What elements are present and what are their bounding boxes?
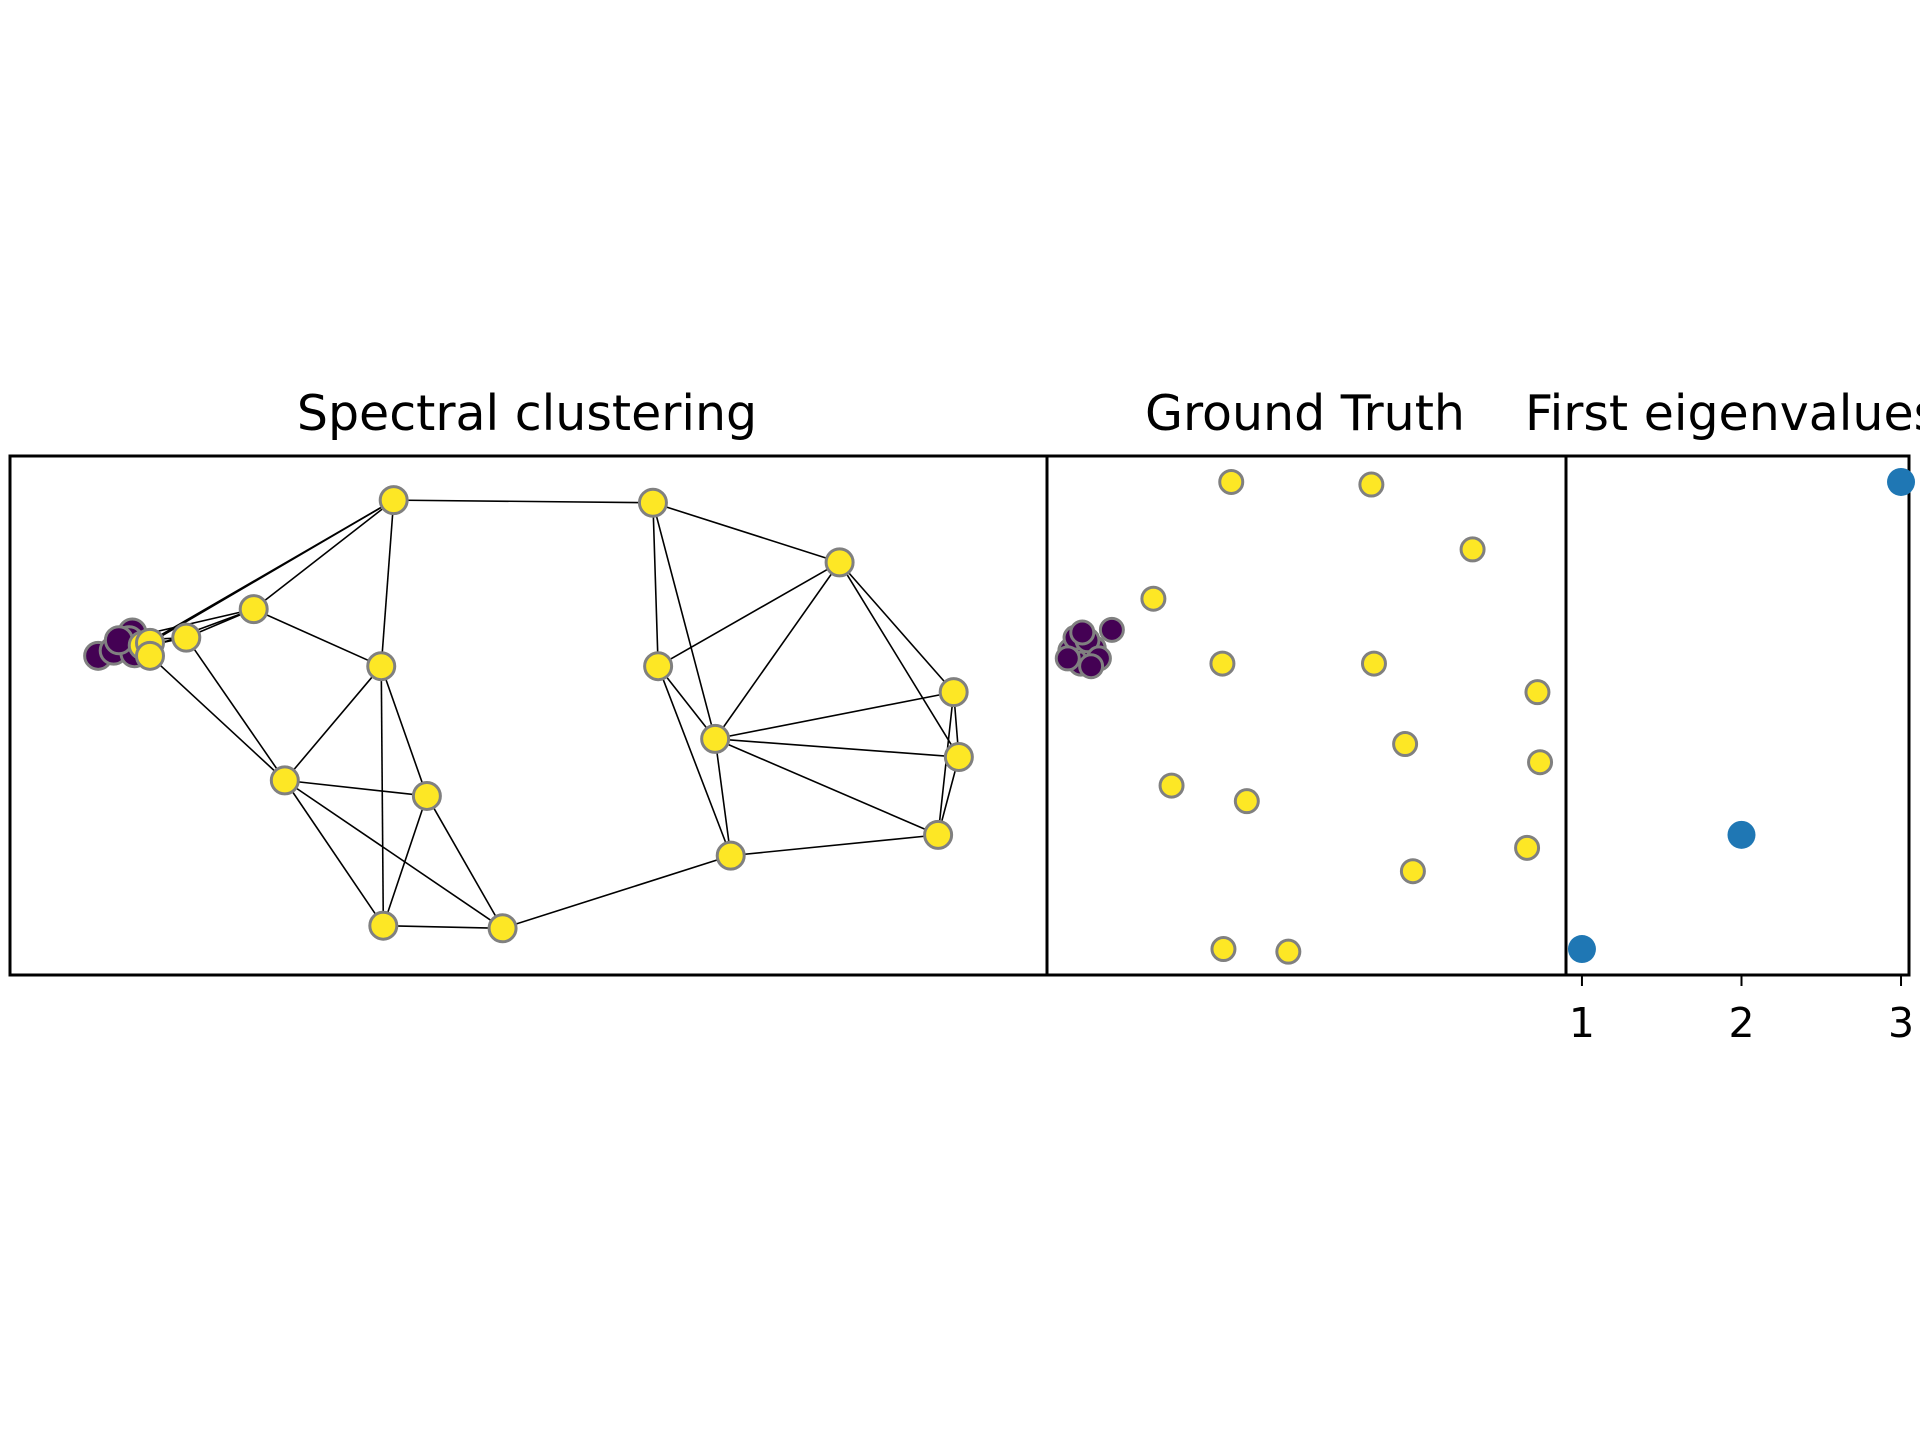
eigenvalue-points	[1567, 467, 1916, 964]
ground-truth-point	[1360, 650, 1387, 677]
network-node	[824, 547, 855, 578]
ground-truth-point	[1210, 936, 1237, 963]
network-node	[368, 910, 399, 941]
network-edge	[380, 500, 395, 667]
network-node	[171, 622, 202, 653]
ground-truth-point	[1078, 653, 1105, 680]
network-edge	[380, 665, 428, 797]
ground-truth-point	[1233, 788, 1260, 815]
ground-truth-point	[1140, 585, 1167, 612]
network-node	[643, 651, 674, 682]
ground-truth-frame	[1045, 454, 1568, 977]
network-node	[700, 723, 731, 754]
eigenvalue-point	[1567, 935, 1596, 964]
network-node	[943, 742, 974, 773]
eigenvalues-panel: First eigenvalues 1 2 3	[1525, 385, 1920, 1047]
network-node	[715, 840, 746, 871]
network-edge	[284, 779, 427, 797]
spectral-clustering-panel: Spectral clustering	[8, 385, 1049, 977]
network-edge	[284, 779, 504, 929]
network-node	[103, 625, 134, 656]
ground-truth-point	[1527, 749, 1554, 776]
network-edge	[657, 665, 716, 740]
network-edge	[730, 834, 939, 857]
network-edge	[380, 666, 385, 926]
ground-truth-point	[1275, 938, 1302, 965]
network-edge	[657, 665, 732, 856]
ground-truth-point	[1399, 858, 1426, 885]
network-edge	[502, 854, 731, 930]
ground-truth-point	[1218, 468, 1245, 495]
eigenvalue-point	[1887, 467, 1916, 496]
eigenvalues-x-ticks: 1 2 3	[1569, 975, 1914, 1047]
ground-truth-title: Ground Truth	[1145, 385, 1465, 442]
x-tick-label: 2	[1728, 999, 1754, 1047]
ground-truth-point	[1098, 616, 1125, 643]
network-edge	[149, 499, 395, 644]
network-node	[938, 677, 969, 708]
ground-truth-point	[1524, 679, 1551, 706]
network-node	[269, 765, 300, 796]
network-node	[378, 485, 409, 516]
network-edge	[652, 502, 659, 667]
network-edge	[714, 738, 939, 836]
network-edge	[284, 779, 384, 927]
network-edge	[284, 665, 382, 781]
x-tick-label: 1	[1569, 999, 1595, 1047]
ground-truth-panel: Ground Truth	[1045, 385, 1568, 977]
spectral-edges	[97, 499, 960, 930]
network-edge	[185, 637, 286, 781]
x-tick-label: 3	[1888, 999, 1914, 1047]
network-edge	[715, 691, 954, 740]
ground-truth-point	[1392, 731, 1419, 758]
network-edge	[253, 499, 395, 610]
network-node	[366, 651, 397, 682]
network-edge	[657, 561, 840, 667]
network-edge	[426, 795, 504, 929]
ground-truth-point	[1054, 645, 1081, 672]
eigenvalues-frame	[1564, 454, 1911, 977]
network-edge	[652, 502, 716, 740]
network-node	[134, 640, 165, 671]
spectral-clustering-frame	[8, 454, 1049, 977]
spectral-nodes	[83, 485, 974, 944]
ground-truth-point	[1514, 834, 1541, 861]
network-node	[411, 780, 442, 811]
ground-truth-point	[1158, 772, 1185, 799]
network-edge	[652, 501, 840, 564]
network-edge	[838, 561, 960, 758]
eigenvalues-title: First eigenvalues	[1525, 385, 1920, 442]
network-node	[923, 819, 954, 850]
network-edge	[383, 924, 503, 930]
ground-truth-points	[1054, 468, 1554, 965]
network-edge	[714, 738, 732, 856]
ground-truth-point	[1358, 471, 1385, 498]
network-node	[487, 913, 518, 944]
spectral-clustering-title: Spectral clustering	[297, 385, 757, 442]
ground-truth-point	[1069, 619, 1096, 646]
ground-truth-point	[1209, 650, 1236, 677]
network-node	[637, 487, 668, 518]
network-edge	[714, 561, 841, 740]
network-edge	[382, 795, 428, 926]
network-edge	[149, 655, 286, 781]
network-edge	[715, 738, 959, 758]
network-edge	[253, 608, 382, 667]
network-edge	[393, 499, 653, 504]
ground-truth-point	[1459, 536, 1486, 563]
eigenvalue-point	[1727, 820, 1756, 849]
network-edge	[838, 561, 955, 693]
network-node	[238, 594, 269, 625]
